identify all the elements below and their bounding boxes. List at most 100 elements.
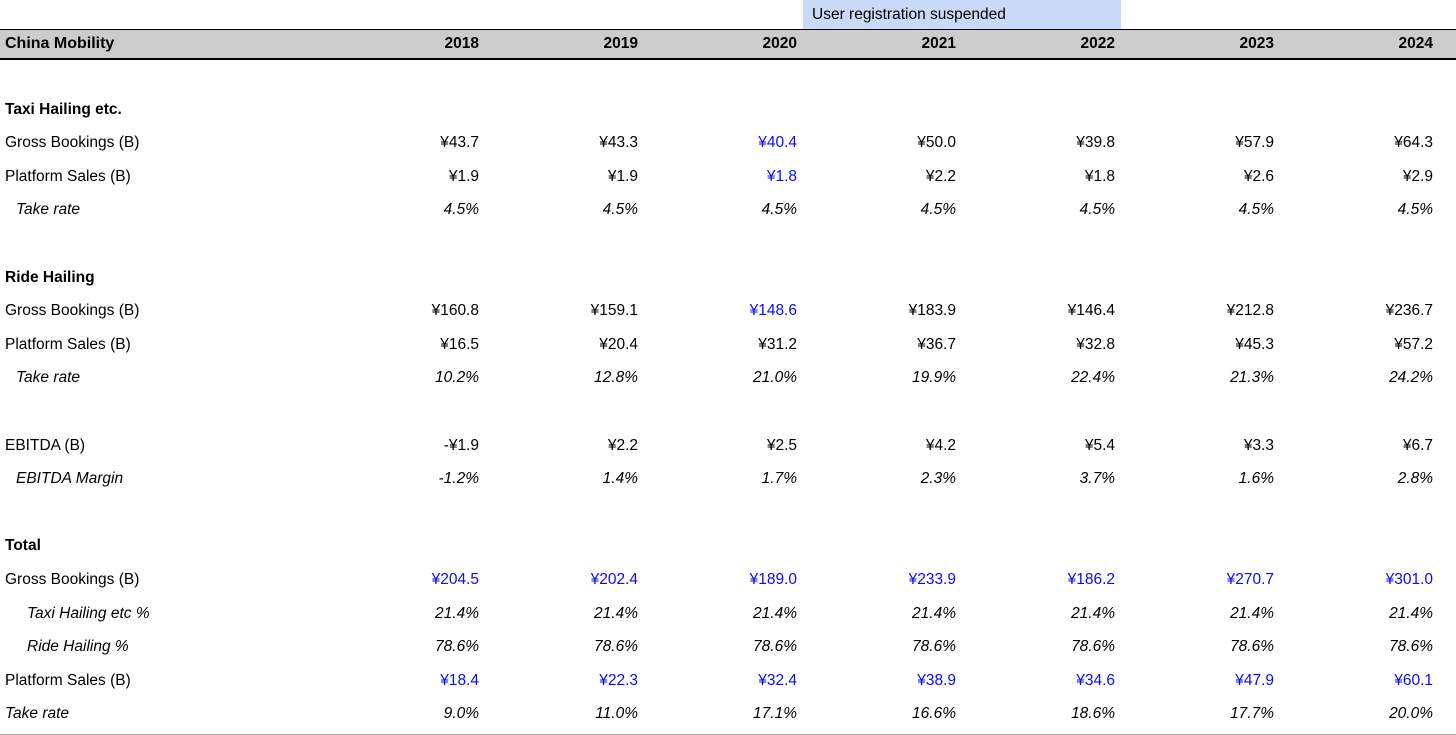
cell-2021[interactable]: ¥233.9 (908, 570, 956, 588)
cell-2024[interactable]: 21.4% (1389, 604, 1434, 622)
cell-2021[interactable]: ¥183.9 (908, 302, 956, 320)
cell-2020[interactable]: 21.0% (753, 369, 797, 387)
cell-2023[interactable]: 4.5% (1238, 201, 1275, 219)
cell-2018[interactable]: 21.4% (435, 604, 479, 622)
cell-2022[interactable]: 3.7% (1079, 470, 1116, 488)
cell-2020[interactable]: 21.4% (753, 604, 797, 622)
cell-2021[interactable]: 16.6% (912, 705, 956, 723)
empty-cell[interactable] (326, 261, 1456, 295)
row-label[interactable]: Taxi Hailing etc % (27, 604, 150, 622)
cell-2019[interactable]: ¥1.9 (607, 167, 638, 185)
cell-2023[interactable]: 17.7% (1230, 705, 1275, 723)
year-header-2022[interactable]: 2022 (962, 28, 1122, 60)
cell-2022[interactable]: 22.4% (1071, 369, 1116, 387)
row-label[interactable]: Take rate (16, 201, 81, 219)
cell-2018[interactable]: 78.6% (435, 638, 479, 656)
cell-2022[interactable]: 18.6% (1071, 705, 1116, 723)
row-label[interactable]: Take rate (5, 705, 70, 723)
row-label[interactable]: Platform Sales (B) (5, 167, 131, 185)
cell-2019[interactable]: ¥159.1 (590, 302, 638, 320)
cell-2022[interactable]: 78.6% (1071, 638, 1116, 656)
cell-2018[interactable]: ¥204.5 (431, 570, 479, 588)
empty-cell[interactable] (1439, 0, 1456, 29)
cell-2023[interactable]: ¥212.8 (1226, 302, 1275, 320)
row-label[interactable]: Gross Bookings (B) (5, 302, 140, 320)
cell-2023[interactable]: 21.3% (1230, 369, 1275, 387)
section-label[interactable]: Ride Hailing (5, 268, 95, 286)
row-label[interactable]: Ride Hailing % (27, 638, 129, 656)
cell-2021[interactable]: 4.5% (920, 201, 956, 219)
year-header-2019[interactable]: 2019 (485, 28, 644, 60)
cell-2020[interactable]: ¥2.5 (766, 436, 797, 454)
cell-2018[interactable]: -1.2% (438, 470, 480, 488)
cell-2023[interactable]: ¥57.9 (1235, 134, 1275, 152)
cell-2024[interactable]: 24.2% (1389, 369, 1434, 387)
cell-2019[interactable]: 4.5% (602, 201, 638, 219)
year-header-2018[interactable]: 2018 (326, 28, 485, 60)
empty-cell[interactable] (0, 395, 1456, 429)
cell-2019[interactable]: ¥2.2 (607, 436, 638, 454)
cell-2022[interactable]: ¥5.4 (1084, 436, 1116, 454)
row-label[interactable]: Gross Bookings (B) (5, 134, 140, 152)
cell-2024[interactable]: ¥64.3 (1394, 134, 1434, 152)
cell-2018[interactable]: ¥43.7 (440, 134, 479, 152)
cell-2021[interactable]: ¥2.2 (925, 167, 956, 185)
cell-2018[interactable]: ¥1.9 (448, 167, 479, 185)
cell-2019[interactable]: 78.6% (594, 638, 638, 656)
cell-2024[interactable]: ¥236.7 (1385, 302, 1434, 320)
year-header-2020[interactable]: 2020 (644, 28, 803, 60)
cell-2024[interactable]: 20.0% (1389, 705, 1434, 723)
cell-2021[interactable]: ¥36.7 (917, 335, 956, 353)
cell-2021[interactable]: ¥4.2 (925, 436, 956, 454)
cell-2019[interactable]: ¥43.3 (599, 134, 638, 152)
section-label[interactable]: Taxi Hailing etc. (5, 100, 122, 118)
cell-2019[interactable]: 21.4% (594, 604, 638, 622)
cell-2019[interactable]: 11.0% (595, 705, 638, 723)
empty-cell[interactable] (326, 529, 1456, 563)
cell-2020[interactable]: ¥40.4 (758, 134, 797, 152)
empty-cell[interactable] (326, 93, 1456, 127)
cell-2023[interactable]: ¥47.9 (1235, 671, 1275, 689)
row-label[interactable]: EBITDA Margin (16, 470, 124, 488)
empty-cell[interactable] (0, 59, 1456, 93)
cell-2018[interactable]: -¥1.9 (443, 436, 479, 454)
empty-cell[interactable] (0, 0, 326, 29)
cell-2024[interactable]: 78.6% (1389, 638, 1434, 656)
cell-2018[interactable]: 10.2% (435, 369, 479, 387)
cell-2023[interactable]: ¥2.6 (1243, 167, 1275, 185)
cell-2022[interactable]: 21.4% (1071, 604, 1116, 622)
cell-2020[interactable]: 1.7% (761, 470, 797, 488)
cell-2021[interactable]: ¥50.0 (917, 134, 956, 152)
cell-2020[interactable]: 4.5% (761, 201, 797, 219)
cell-2021[interactable]: ¥38.9 (917, 671, 956, 689)
cell-2024[interactable]: 2.8% (1397, 470, 1434, 488)
cell-2020[interactable]: ¥148.6 (749, 302, 797, 320)
cell-2022[interactable]: ¥32.8 (1076, 335, 1116, 353)
cell-2022[interactable]: ¥146.4 (1067, 302, 1116, 320)
cell-2020[interactable]: ¥1.8 (766, 167, 797, 185)
cell-2018[interactable]: ¥18.4 (440, 671, 479, 689)
table-title[interactable]: China Mobility (0, 28, 326, 60)
cell-2019[interactable]: 12.8% (594, 369, 638, 387)
cell-2022[interactable]: ¥34.6 (1076, 671, 1116, 689)
empty-cell[interactable] (326, 0, 803, 29)
year-header-2024[interactable]: 2024 (1280, 28, 1440, 60)
cell-2023[interactable]: ¥3.3 (1243, 436, 1275, 454)
empty-cell[interactable] (0, 227, 1456, 261)
banner-note[interactable]: User registration suspended (803, 0, 1122, 29)
cell-2022[interactable]: ¥1.8 (1084, 167, 1116, 185)
row-label[interactable]: EBITDA (B) (5, 436, 86, 454)
cell-2021[interactable]: 2.3% (920, 470, 956, 488)
cell-2018[interactable]: ¥16.5 (440, 335, 479, 353)
section-label[interactable]: Total (5, 537, 41, 555)
cell-2023[interactable]: 21.4% (1230, 604, 1275, 622)
cell-2024[interactable]: ¥6.7 (1402, 436, 1434, 454)
cell-2018[interactable]: 4.5% (443, 201, 479, 219)
cell-2020[interactable]: ¥32.4 (758, 671, 797, 689)
cell-2024[interactable]: ¥60.1 (1394, 671, 1434, 689)
cell-2022[interactable]: 4.5% (1079, 201, 1116, 219)
row-label[interactable]: Gross Bookings (B) (5, 570, 140, 588)
year-header-2021[interactable]: 2021 (803, 28, 962, 60)
cell-2019[interactable]: ¥202.4 (590, 570, 638, 588)
cell-2024[interactable]: 4.5% (1397, 201, 1434, 219)
